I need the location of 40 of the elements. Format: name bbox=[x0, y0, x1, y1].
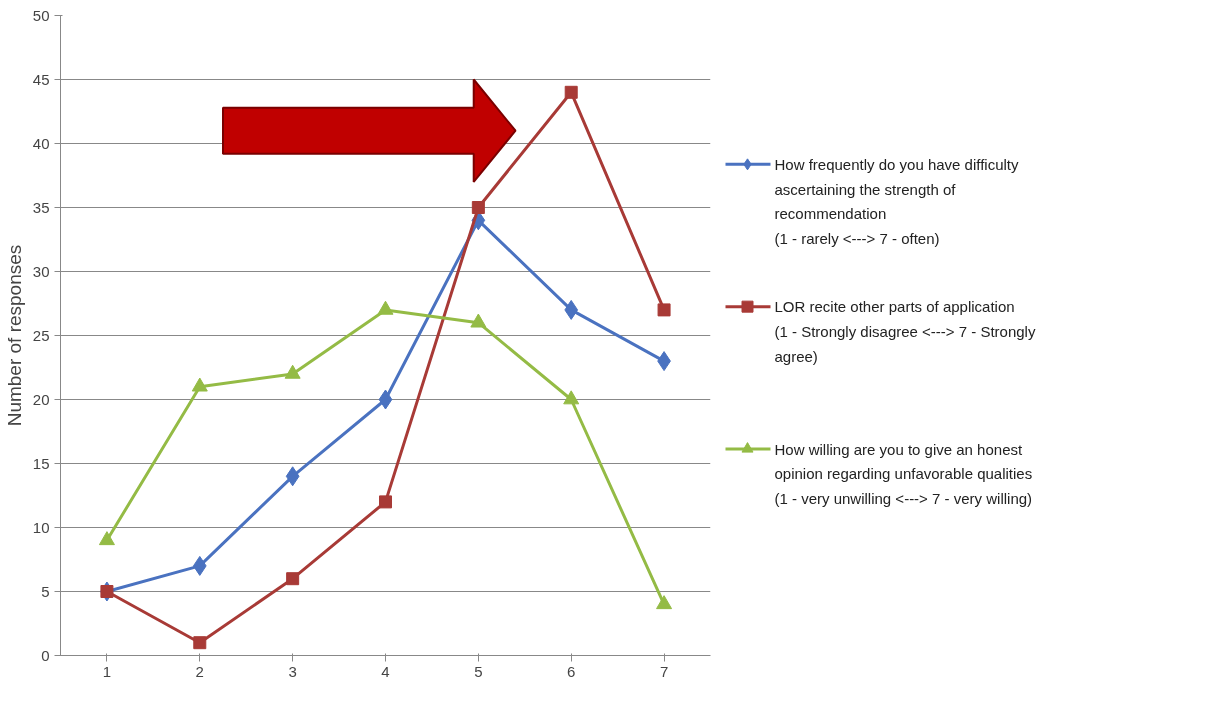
x-tick-label: 3 bbox=[288, 662, 297, 680]
x-tick-label: 1 bbox=[102, 662, 112, 680]
point bbox=[564, 299, 579, 320]
point bbox=[471, 201, 485, 214]
y-axis-title: Number of responses bbox=[3, 244, 25, 427]
point bbox=[470, 313, 487, 328]
point bbox=[564, 85, 578, 99]
y-tick-label: 5 bbox=[41, 582, 50, 600]
y-tick-label: 15 bbox=[32, 454, 50, 472]
y-tick-label: 45 bbox=[32, 70, 50, 88]
y-tick-label: 10 bbox=[32, 518, 50, 536]
point bbox=[563, 390, 580, 405]
point bbox=[284, 364, 301, 379]
y-tick-label: 30 bbox=[32, 262, 50, 280]
legend-label: How willing are you to give an honest opinion regarding unfavorable qualities (1 - very unwilling <---> 7 - very willing) bbox=[774, 440, 1033, 507]
point bbox=[656, 595, 673, 610]
x-tick-label: 7 bbox=[659, 662, 669, 680]
legend-label: LOR recite other parts of application (1 - Strongly disagree <---> 7 - Strongly agree) bbox=[774, 298, 1036, 365]
point bbox=[100, 585, 114, 598]
y-tick-label: 50 bbox=[32, 6, 50, 24]
point bbox=[379, 495, 392, 509]
x-tick-label: 5 bbox=[474, 662, 483, 680]
y-tick-label: 0 bbox=[41, 646, 50, 664]
y-tick-label: 35 bbox=[32, 198, 50, 216]
y-tick-label: 40 bbox=[32, 134, 50, 152]
point bbox=[286, 572, 300, 586]
point bbox=[657, 303, 671, 317]
point bbox=[191, 377, 208, 392]
point bbox=[98, 531, 115, 546]
y-tick-label: 25 bbox=[32, 326, 50, 344]
legend-label: How frequently do you have difficulty ascertaining the strength of recommendation (1 - rarely <---> 7 - often) bbox=[774, 155, 1020, 247]
point bbox=[192, 555, 207, 576]
point bbox=[193, 636, 207, 650]
x-tick-label: 2 bbox=[195, 662, 204, 680]
point bbox=[285, 466, 300, 487]
x-tick-label: 6 bbox=[567, 662, 576, 680]
point bbox=[377, 300, 394, 315]
y-tick-label: 20 bbox=[32, 390, 50, 408]
point bbox=[378, 389, 393, 410]
x-tick-label: 4 bbox=[381, 662, 390, 680]
